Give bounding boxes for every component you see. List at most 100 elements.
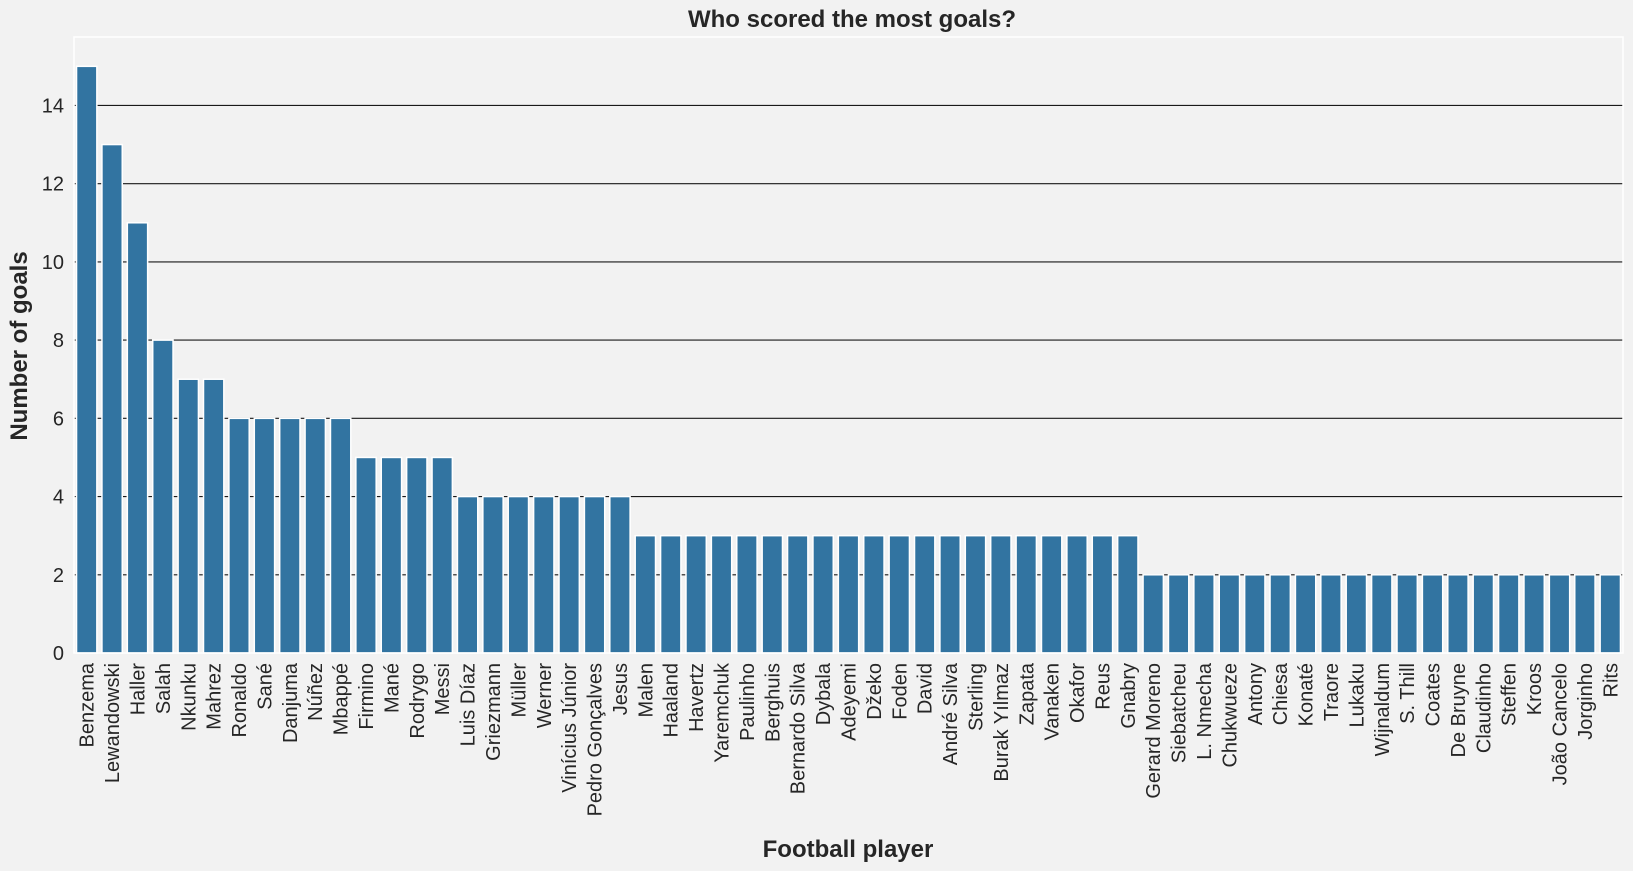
bar-36 [964,534,987,654]
x-tick-label: Džeko [864,663,886,720]
bar-7 [228,417,250,654]
bar-58 [1523,574,1546,654]
x-tick-label: Mahrez [204,663,226,730]
bar-10 [304,417,327,654]
x-tick-label: Gerard Moreno [1143,663,1165,799]
x-tick-label: André Silva [940,662,962,765]
x-tick-label: Kroos [1524,663,1546,715]
bar-26 [710,534,733,654]
x-tick-label: Jesus [610,663,632,715]
bar-32 [862,534,885,654]
x-tick-label: Sterling [965,663,987,731]
x-axis-label: Football player [763,836,934,863]
y-tick-label: 4 [53,487,64,509]
bar-50 [1320,574,1342,654]
bar-29 [786,534,809,654]
bar-21 [583,495,606,654]
bar-27 [736,534,758,654]
x-tick-label: Luis Díaz [458,663,480,746]
bar-46 [1218,574,1241,654]
bars [75,65,1622,654]
bar-54 [1421,574,1444,654]
x-tick-label: Claudinho [1473,663,1495,753]
bar-4 [151,339,174,654]
y-tick-label: 8 [53,330,64,352]
x-tick-label: Paulinho [737,663,759,741]
bar-59 [1548,574,1571,654]
x-tick-label: De Bruyne [1448,663,1470,758]
x-tick-label: Griezmann [483,663,505,761]
bar-8 [253,417,276,654]
bar-11 [329,417,352,654]
bar-31 [837,534,860,654]
x-tick-label: Rodrygo [407,663,429,739]
bar-55 [1447,574,1469,654]
x-tick-label: Danjuma [280,662,302,743]
x-tick-label: Sané [254,663,276,710]
bar-17 [482,495,504,654]
bar-53 [1396,574,1419,654]
x-tick-label: Werner [534,663,556,729]
bar-14 [405,456,428,654]
bar-33 [888,534,911,654]
bar-49 [1294,574,1317,654]
x-tick-label: Burak Yılmaz [991,663,1013,782]
x-tick-label: Lukaku [1346,663,1368,728]
x-tick-label: Pedro Gonçalves [585,663,607,816]
x-tick-label: Lewandowski [102,663,124,783]
x-tick-label: Steffen [1499,663,1521,726]
x-tick-label: Wijnaldum [1372,663,1394,756]
y-tick-label: 10 [42,252,64,274]
x-tick-label: Dybala [813,662,835,725]
bar-48 [1269,574,1292,654]
bar-44 [1167,574,1190,654]
x-tick-label: Siebatcheu [1169,663,1191,763]
x-tick-label: Vanaken [1042,663,1064,740]
bar-35 [939,534,961,654]
bar-40 [1066,534,1088,654]
bar-61 [1599,574,1622,654]
bar-22 [609,495,631,654]
bar-51 [1345,574,1368,654]
bar-39 [1040,534,1063,654]
x-tick-label: Konaté [1296,663,1318,726]
x-tick-label: João Cancelo [1550,663,1572,785]
x-tick-label: Berghuis [762,663,784,742]
bar-16 [456,495,479,654]
x-tick-label: Messi [432,663,454,715]
x-tick-label: Gnabry [1118,663,1140,729]
x-tick-label: Chukwueze [1219,663,1241,768]
x-tick-label: Nkunku [178,663,200,731]
bar-41 [1091,534,1114,654]
x-tick-label: S. Thill [1397,663,1419,724]
bar-60 [1574,574,1596,654]
x-tick-label: Traore [1321,663,1343,721]
x-tick-label: Rits [1600,663,1622,697]
x-tick-label: Antony [1245,663,1267,725]
bar-28 [761,534,784,654]
chart-title: Who scored the most goals? [688,6,1016,33]
bar-5 [177,378,200,654]
bar-2 [101,143,123,654]
bar-30 [812,534,835,654]
x-tick-label: Coates [1423,663,1445,726]
bar-25 [685,534,708,654]
x-tick-label: Ronaldo [229,663,251,738]
x-tick-label: Núñez [305,663,327,721]
x-tick-label: Okafor [1067,663,1089,723]
y-tick-label: 0 [53,643,64,665]
bar-20 [558,495,581,654]
x-tick-label: Mané [381,663,403,713]
bar-47 [1243,574,1266,654]
x-tick-label: Havertz [686,663,708,732]
y-axis-tick-labels: 0 2 4 6 8 10 12 14 [42,95,64,665]
bar-43 [1142,574,1165,654]
x-tick-label: Adeyemi [839,663,861,741]
bar-38 [1015,534,1038,654]
bar-1 [75,65,98,654]
y-tick-label: 2 [53,565,64,587]
bar-56 [1472,574,1495,654]
bar-12 [355,456,377,654]
x-tick-label: Reus [1092,663,1114,710]
x-tick-label: Mbappé [331,663,353,735]
